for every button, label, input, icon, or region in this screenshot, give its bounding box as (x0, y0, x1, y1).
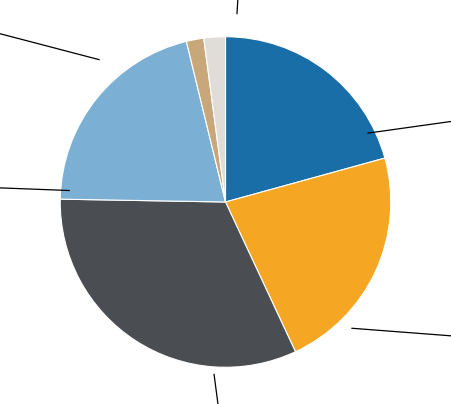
Wedge shape (226, 37, 385, 202)
Text: Minimum
20.7%: Minimum 20.7% (368, 92, 451, 133)
Wedge shape (60, 42, 226, 202)
Wedge shape (226, 158, 391, 352)
Text: Maximum
1.7%: Maximum 1.7% (0, 0, 99, 60)
Text: Unclassified
2.1%: Unclassified 2.1% (206, 0, 281, 14)
Text: Low Medium
32.2%: Low Medium 32.2% (191, 374, 269, 404)
Text: High
20.9%: High 20.9% (0, 170, 69, 198)
Wedge shape (186, 38, 226, 202)
Wedge shape (60, 199, 295, 367)
Text: Low
22.3%: Low 22.3% (352, 328, 451, 358)
Wedge shape (204, 37, 226, 202)
